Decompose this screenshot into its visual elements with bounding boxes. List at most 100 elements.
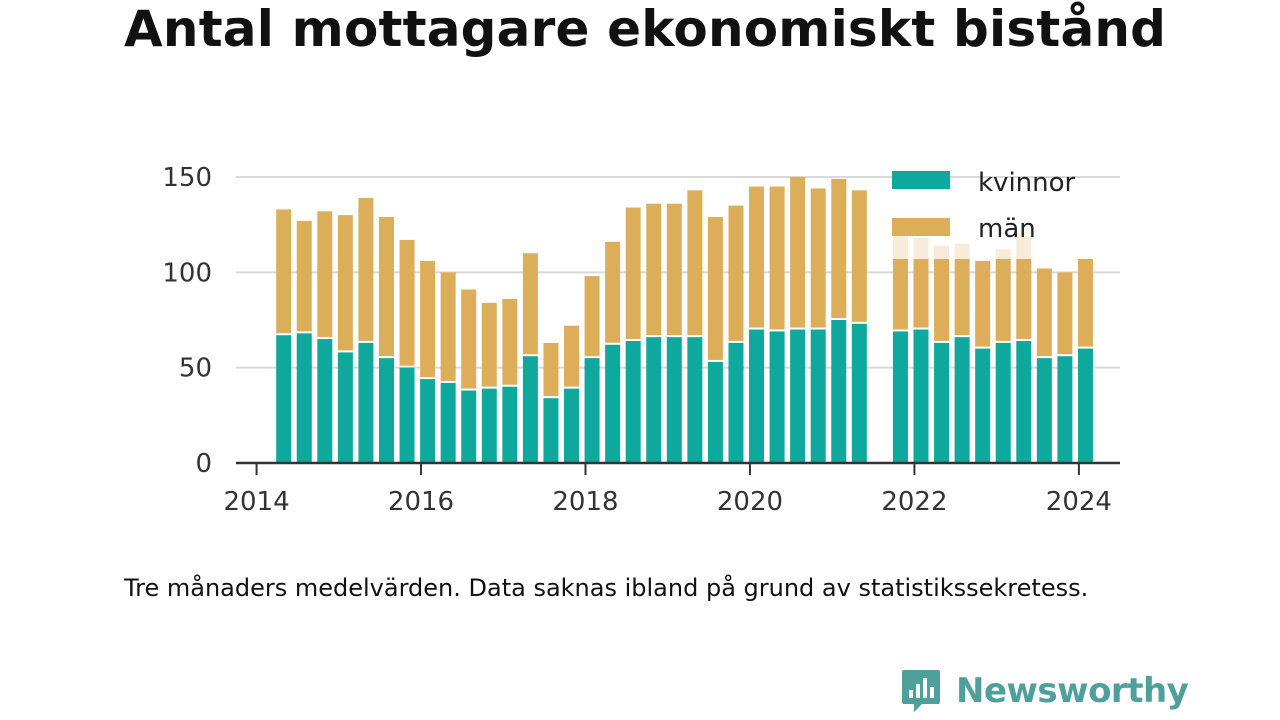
bar-man: [358, 197, 374, 341]
bar-man: [954, 258, 970, 336]
chart-note: Tre månaders medelvärden. Data saknas ib…: [124, 574, 1089, 602]
x-tick-label: 2016: [388, 487, 454, 517]
bar-man: [337, 215, 353, 351]
bar-kvinnor: [954, 337, 970, 463]
bar-kvinnor: [543, 398, 559, 463]
bar-kvinnor: [707, 361, 723, 463]
bar-kvinnor: [461, 390, 477, 463]
bar-man: [790, 177, 806, 328]
bar-man: [646, 203, 662, 336]
bar-man: [605, 241, 621, 343]
bar-kvinnor: [810, 329, 826, 463]
bar-kvinnor: [317, 339, 333, 463]
bar-kvinnor: [378, 358, 394, 463]
legend-label-man: män: [978, 214, 1036, 244]
bar-faint: [1016, 236, 1032, 259]
y-tick-label: 150: [162, 163, 212, 193]
bar-man: [1036, 268, 1052, 357]
x-tick-label: 2024: [1046, 487, 1112, 517]
bar-faint: [995, 249, 1011, 259]
bar-kvinnor: [851, 323, 867, 463]
bar-kvinnor: [440, 382, 456, 463]
x-tick-label: 2014: [223, 487, 289, 517]
bar-man: [522, 253, 538, 355]
bar-man: [934, 258, 950, 341]
bar-kvinnor: [337, 352, 353, 463]
x-tick-label: 2018: [552, 487, 618, 517]
bar-man: [1016, 258, 1032, 339]
bar-kvinnor: [564, 388, 580, 463]
bar-kvinnor: [913, 329, 929, 463]
y-tick-label: 100: [162, 258, 212, 288]
bar-man: [913, 258, 929, 328]
bar-man: [317, 211, 333, 338]
bar-kvinnor: [358, 342, 374, 463]
bar-man: [892, 258, 908, 330]
bar-faint: [892, 236, 908, 259]
newsworthy-logo-icon: [902, 670, 940, 712]
legend-swatch-kvinnor: [892, 171, 950, 189]
bar-man: [1057, 272, 1073, 355]
bar-faint: [954, 243, 970, 259]
bar-kvinnor: [1077, 348, 1093, 463]
bar-kvinnor: [975, 348, 991, 463]
bar-man: [851, 190, 867, 322]
bar-man: [481, 302, 497, 387]
bar-kvinnor: [892, 331, 908, 463]
bar-kvinnor: [728, 342, 744, 463]
bar-man: [502, 299, 518, 385]
bar-kvinnor: [687, 337, 703, 463]
bar-man: [296, 220, 312, 332]
bar-man: [399, 239, 415, 366]
bar-kvinnor: [522, 356, 538, 463]
bar-kvinnor: [934, 342, 950, 463]
bar-man: [810, 188, 826, 328]
bar-kvinnor: [1057, 356, 1073, 463]
bar-man: [769, 186, 785, 330]
bar-kvinnor: [769, 331, 785, 463]
y-tick-label: 0: [195, 449, 212, 479]
bar-man: [378, 217, 394, 357]
x-tick-label: 2020: [717, 487, 783, 517]
bar-kvinnor: [831, 320, 847, 463]
bar-kvinnor: [502, 386, 518, 463]
bar-man: [1077, 258, 1093, 347]
bar-man: [666, 203, 682, 336]
bar-kvinnor: [625, 340, 641, 463]
bar-faint: [934, 245, 950, 259]
stacked-bar-chart: 0 50 100 150 2014 2016 2018 2020 2022 2024 kvinnor…: [162, 163, 1120, 517]
brand-logo[interactable]: Newsworthy: [900, 668, 1189, 714]
bar-man: [687, 190, 703, 336]
bar-man: [749, 186, 765, 328]
bar-man: [420, 260, 436, 378]
legend-label-kvinnor: kvinnor: [978, 168, 1076, 198]
bar-kvinnor: [1016, 340, 1032, 463]
bar-man: [440, 272, 456, 381]
bar-man: [975, 260, 991, 347]
bar-man: [707, 217, 723, 360]
bar-man: [625, 207, 641, 339]
bar-kvinnor: [646, 337, 662, 463]
bar-man: [461, 289, 477, 389]
bar-kvinnor: [790, 329, 806, 463]
bar-man: [995, 258, 1011, 341]
bar-man: [276, 209, 292, 334]
bar-kvinnor: [584, 358, 600, 463]
bar-kvinnor: [749, 329, 765, 463]
bar-kvinnor: [481, 388, 497, 463]
bar-man: [564, 325, 580, 387]
brand-name: Newsworthy: [956, 671, 1189, 711]
bar-man: [728, 205, 744, 341]
bar-kvinnor: [276, 335, 292, 463]
bar-kvinnor: [420, 379, 436, 463]
x-tick-label: 2022: [881, 487, 947, 517]
bar-kvinnor: [399, 367, 415, 463]
bar-man: [543, 342, 559, 397]
bar-man: [584, 276, 600, 357]
bar-kvinnor: [995, 342, 1011, 463]
bar-man: [831, 178, 847, 318]
chart-title: Antal mottagare ekonomiskt bistånd: [124, 0, 1167, 58]
bar-faint: [913, 238, 929, 259]
bar-kvinnor: [666, 337, 682, 463]
y-tick-label: 50: [179, 354, 212, 384]
